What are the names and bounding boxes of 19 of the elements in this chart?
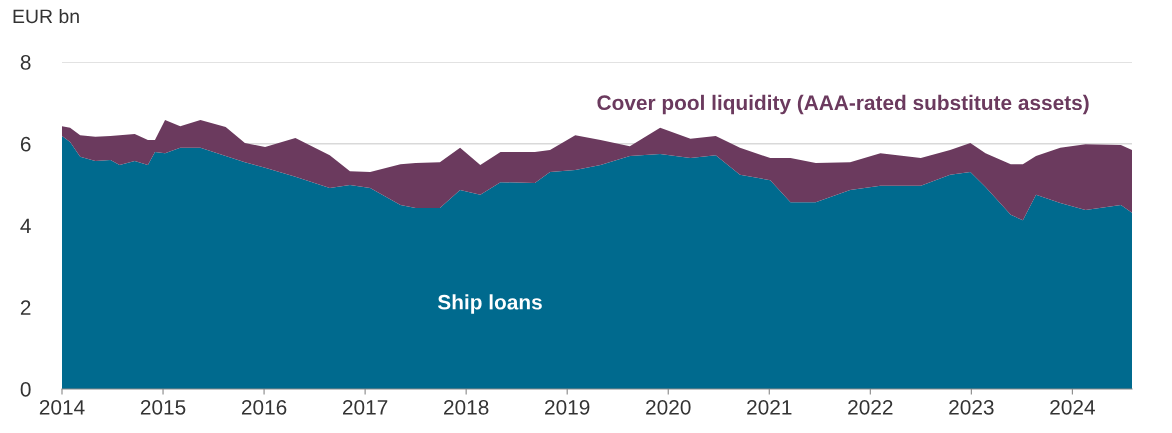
x-tick-label: 2024: [1050, 399, 1095, 415]
x-tick-label: 2016: [241, 399, 287, 415]
x-tick-label: 2017: [342, 399, 388, 415]
y-tick-label: 4: [20, 218, 31, 234]
x-tick-label: 2021: [747, 399, 792, 415]
y-axis-title: EUR bn: [13, 8, 79, 24]
x-tick-label: 2018: [444, 399, 489, 415]
x-tick-label: 2014: [39, 399, 85, 415]
y-tick-label: 0: [20, 382, 31, 397]
series-label: Ship loans: [437, 294, 542, 314]
x-tick-label: 2020: [646, 399, 691, 415]
y-tick-label: 8: [20, 55, 31, 70]
x-tick-label: 2015: [140, 399, 186, 415]
x-tick-label: 2022: [848, 399, 893, 415]
x-tick-label: 2019: [545, 399, 590, 415]
series-label: Cover pool liquidity (AAA-rated substitute assets): [597, 94, 1089, 115]
y-tick-label: 6: [20, 136, 31, 152]
y-tick-label: 2: [20, 300, 31, 315]
x-tick-label: 2023: [949, 399, 994, 415]
